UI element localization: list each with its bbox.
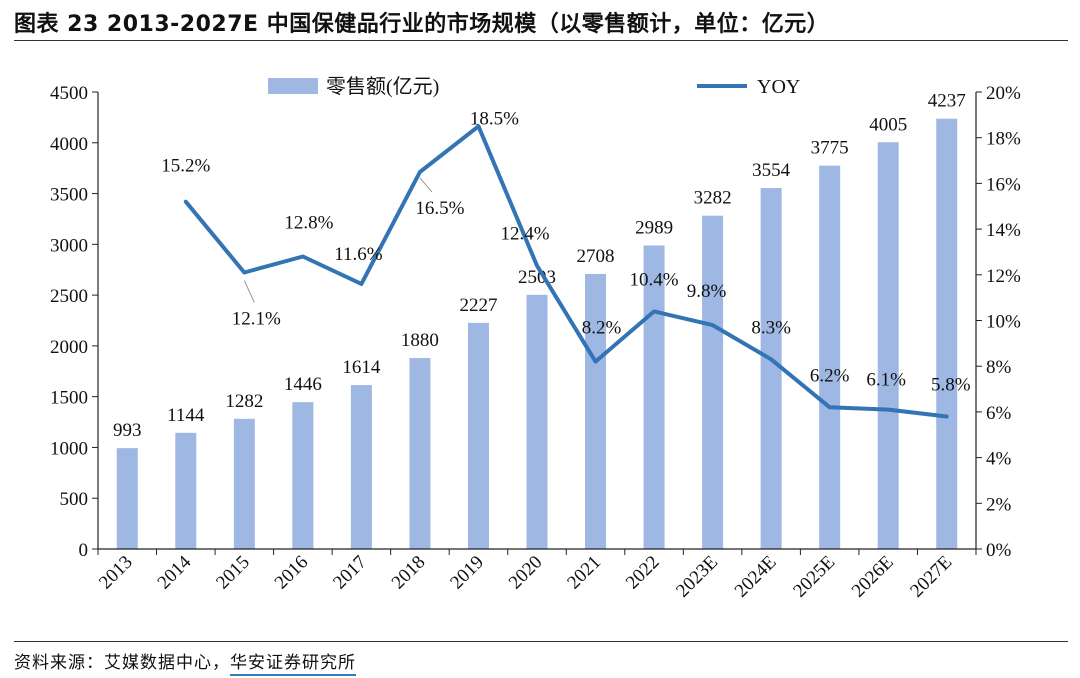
- left-tick-label: 500: [60, 489, 89, 510]
- right-tick-label: 10%: [986, 312, 1021, 333]
- legend-bar-swatch: [268, 78, 318, 94]
- bar-2014: [175, 432, 197, 549]
- bar-value-label: 1282: [225, 391, 263, 412]
- x-tick-label: 2027E: [906, 552, 956, 602]
- right-tick-label: 12%: [986, 266, 1021, 287]
- left-tick-label: 4000: [50, 134, 88, 155]
- bar-2018: [409, 358, 431, 549]
- left-tick-label: 4500: [50, 83, 88, 104]
- yoy-value-label: 6.1%: [866, 370, 906, 391]
- bar-2015: [233, 418, 255, 549]
- right-tick-label: 14%: [986, 220, 1021, 241]
- left-tick-label: 1500: [50, 388, 88, 409]
- source-note: 资料来源：艾媒数据中心，华安证券研究所: [14, 648, 356, 676]
- bar-2019: [467, 322, 489, 549]
- bar-value-label: 1880: [401, 330, 439, 351]
- yoy-value-label: 5.8%: [931, 374, 971, 395]
- yoy-value-label: 12.1%: [232, 309, 281, 330]
- legend-bar-label: 零售额(亿元): [326, 75, 439, 98]
- yoy-value-label: 6.2%: [810, 365, 850, 386]
- right-tick-label: 2%: [986, 494, 1012, 515]
- x-tick-label: 2015: [212, 552, 254, 594]
- x-tick-label: 2017: [329, 552, 371, 594]
- bar-value-label: 4237: [928, 91, 966, 112]
- right-tick-label: 6%: [986, 403, 1012, 424]
- yoy-value-label: 12.4%: [500, 224, 549, 245]
- yoy-value-label: 11.6%: [334, 244, 383, 265]
- left-tick-label: 2000: [50, 337, 88, 358]
- bar-value-label: 2989: [635, 217, 673, 238]
- x-tick-label: 2020: [505, 552, 547, 594]
- yoy-value-label: 9.8%: [687, 281, 727, 302]
- x-tick-label: 2013: [95, 552, 137, 594]
- bar-2021: [585, 273, 607, 549]
- right-tick-label: 4%: [986, 449, 1012, 470]
- yoy-value-label: 18.5%: [470, 108, 519, 129]
- x-tick-label: 2019: [446, 552, 488, 594]
- label-leader: [419, 177, 433, 193]
- right-tick-label: 16%: [986, 174, 1021, 195]
- left-tick-label: 0: [79, 540, 89, 561]
- bar-value-label: 3775: [811, 138, 849, 159]
- bar-2022: [643, 245, 665, 549]
- yoy-value-label: 12.8%: [284, 213, 333, 234]
- bar-value-label: 3282: [694, 188, 732, 209]
- bar-value-label: 1144: [167, 405, 205, 426]
- yoy-value-label: 8.3%: [751, 317, 791, 338]
- left-tick-label: 3500: [50, 185, 88, 206]
- x-tick-label: 2022: [622, 552, 664, 594]
- bar-2017: [350, 385, 372, 549]
- footer-divider: [14, 641, 1068, 642]
- source-prefix: 资料来源：艾媒数据中心，: [14, 653, 230, 673]
- bar-value-label: 1446: [284, 374, 322, 395]
- yoy-line: [183, 124, 949, 419]
- bar-2016: [292, 402, 314, 549]
- bar-2020: [526, 294, 548, 549]
- bar-value-label: 3554: [752, 160, 791, 181]
- bar-2024E: [760, 188, 782, 550]
- bar-value-label: 1614: [342, 357, 381, 378]
- yoy-value-label: 8.2%: [582, 318, 622, 339]
- yoy-value-label: 10.4%: [630, 269, 679, 290]
- bar-value-label: 993: [113, 420, 142, 441]
- yoy-value-label: 15.2%: [161, 156, 210, 177]
- right-tick-label: 18%: [986, 129, 1021, 150]
- legend-line-label: YOY: [757, 76, 800, 98]
- bar-value-label: 2227: [459, 295, 497, 316]
- left-tick-label: 1000: [50, 438, 88, 459]
- bar-2023E: [702, 215, 724, 549]
- x-tick-label: 2014: [154, 551, 196, 593]
- left-tick-label: 3000: [50, 235, 88, 256]
- x-tick-label: 2026E: [848, 552, 898, 602]
- source-org: 华安证券研究所: [230, 653, 356, 676]
- bar-value-label: 4005: [869, 114, 907, 135]
- bar-2013: [116, 448, 138, 549]
- x-tick-label: 2024E: [731, 552, 781, 602]
- chart-title: 图表 23 2013-2027E 中国保健品行业的市场规模（以零售额计，单位：亿…: [14, 12, 830, 37]
- left-tick-label: 2500: [50, 286, 88, 307]
- label-leader: [243, 280, 255, 303]
- right-tick-label: 0%: [986, 540, 1012, 561]
- x-tick-label: 2025E: [789, 552, 839, 602]
- right-tick-label: 20%: [986, 83, 1021, 104]
- bar-value-label: 2708: [577, 246, 615, 267]
- x-tick-label: 2016: [271, 552, 313, 594]
- bar-2025E: [819, 165, 841, 549]
- x-tick-label: 2021: [563, 552, 605, 594]
- title-divider: [14, 40, 1068, 41]
- bar-2026E: [877, 142, 899, 549]
- bar-2027E: [936, 118, 958, 550]
- yoy-value-label: 16.5%: [415, 198, 464, 219]
- x-tick-label: 2018: [388, 552, 430, 594]
- x-tick-label: 2023E: [672, 552, 722, 602]
- right-tick-label: 8%: [986, 357, 1012, 378]
